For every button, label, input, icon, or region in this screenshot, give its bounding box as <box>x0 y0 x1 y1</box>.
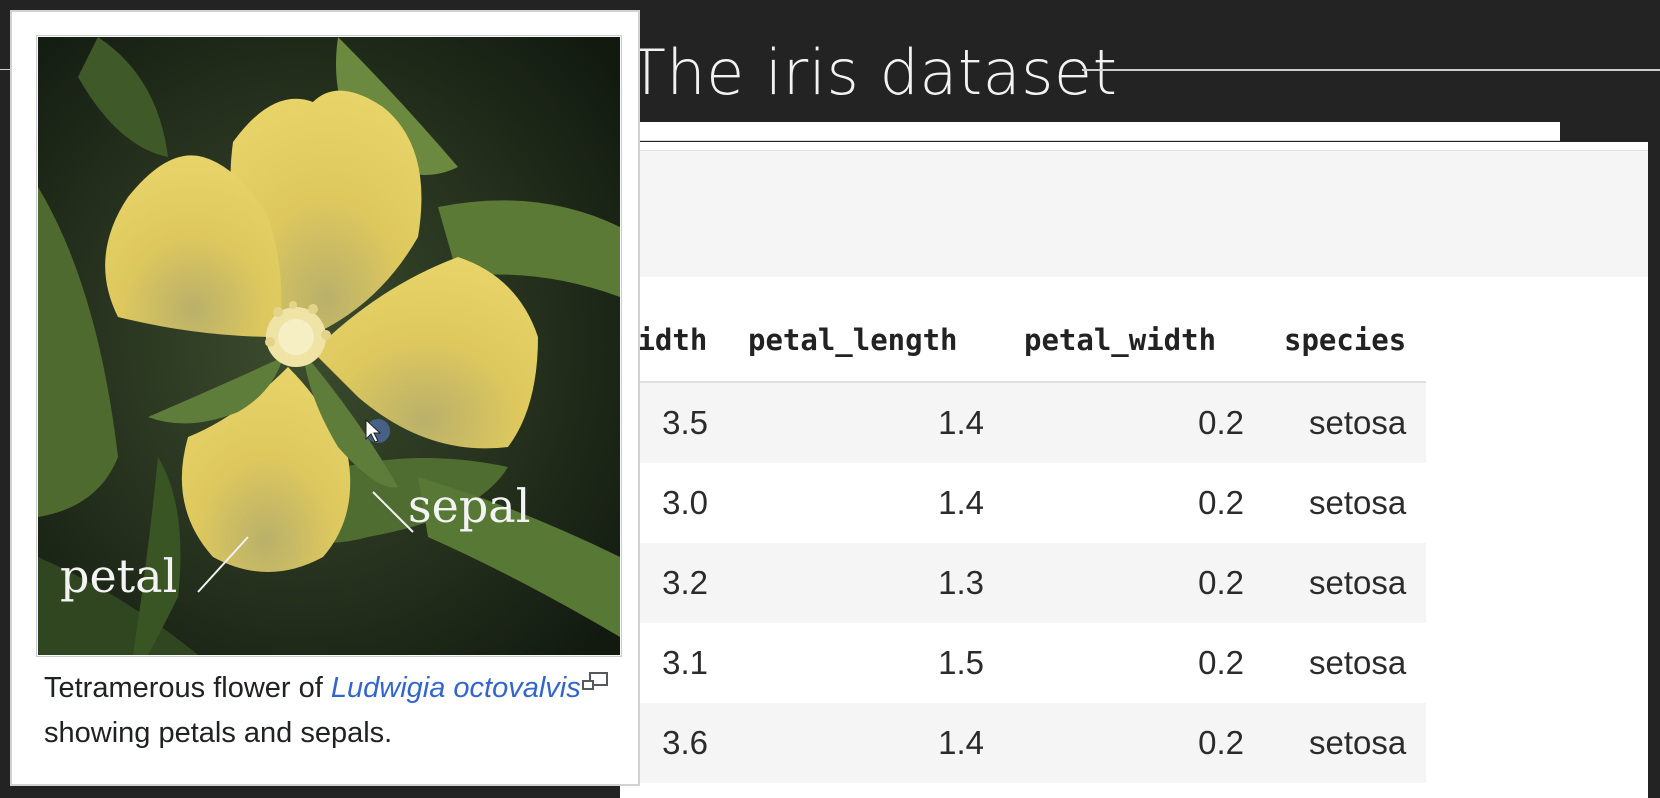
table-header-row: width petal_length petal_width species <box>620 299 1427 383</box>
table-cell: 1.4 <box>728 463 1004 543</box>
image-caption: Tetramerous flower of Ludwigia octovalvi… <box>44 666 624 756</box>
flower-image-frame[interactable]: petal sepal <box>36 35 622 657</box>
table-cell: setosa <box>1264 703 1427 783</box>
table-row: 3.5 1.4 0.2 setosa <box>620 382 1427 463</box>
cell-input-area[interactable] <box>620 150 1648 277</box>
table-row: 3.1 1.5 0.2 setosa <box>620 623 1427 703</box>
table-cell: 0.2 <box>1004 703 1264 783</box>
table-cell: 0.2 <box>1004 543 1264 623</box>
column-header: species <box>1264 299 1427 383</box>
table-cell: 3.5 <box>620 382 728 463</box>
taxon-link[interactable]: Ludwigia octovalvis <box>330 672 581 704</box>
image-preview-popup: petal sepal Tetramerous flower of Ludwig… <box>10 10 640 786</box>
sepal-label: sepal <box>408 479 530 533</box>
table-cell: 1.4 <box>728 703 1004 783</box>
table-cell: setosa <box>1264 382 1427 463</box>
column-header: petal_width <box>1004 299 1264 383</box>
notebook-output-cell: width petal_length petal_width species 3… <box>620 142 1648 798</box>
table-cell: 0.2 <box>1004 623 1264 703</box>
table-cell: 0.2 <box>1004 463 1264 543</box>
mouse-cursor-icon <box>365 418 390 443</box>
column-header: petal_length <box>728 299 1004 383</box>
enlarge-icon[interactable] <box>580 670 610 694</box>
caption-prefix: Tetramerous flower of <box>44 672 331 704</box>
table-cell: 1.5 <box>728 623 1004 703</box>
table-cell: setosa <box>1264 543 1427 623</box>
petal-label: petal <box>60 549 177 603</box>
table-cell: 0.2 <box>1004 382 1264 463</box>
table-cell: setosa <box>1264 463 1427 543</box>
title-rule-right <box>1082 69 1660 71</box>
slide-title: The iris dataset <box>628 36 1118 109</box>
table-cell: 1.4 <box>728 382 1004 463</box>
previous-cell-edge <box>620 122 1560 141</box>
caption-suffix: showing petals and sepals. <box>44 717 393 749</box>
table-row: 3.0 1.4 0.2 setosa <box>620 463 1427 543</box>
flower-image[interactable]: petal sepal <box>38 37 620 655</box>
table-row: 3.6 1.4 0.2 setosa <box>620 703 1427 783</box>
table-row: 3.2 1.3 0.2 setosa <box>620 543 1427 623</box>
table-cell: 1.3 <box>728 543 1004 623</box>
table-cell: setosa <box>1264 623 1427 703</box>
iris-dataframe: width petal_length petal_width species 3… <box>620 299 1427 783</box>
